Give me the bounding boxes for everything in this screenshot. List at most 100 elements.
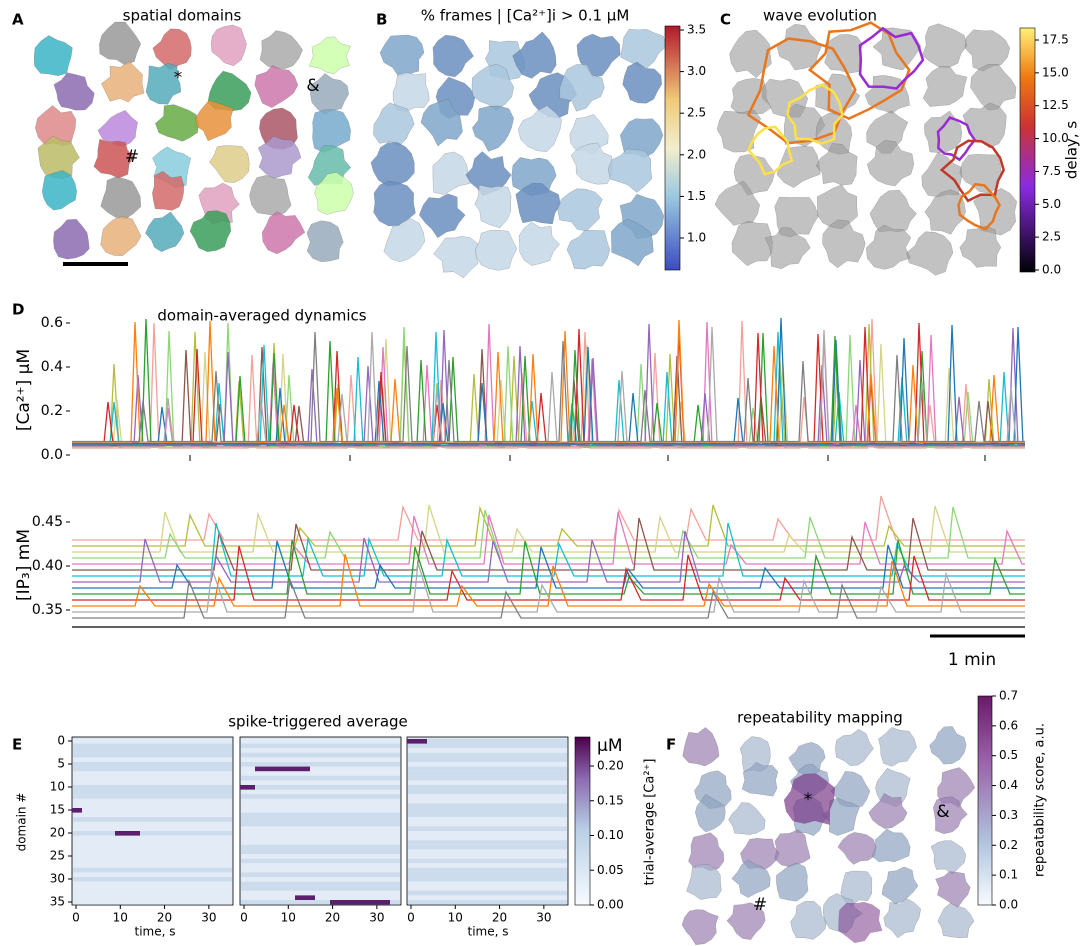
hot-cell xyxy=(783,773,836,825)
heatmap-row xyxy=(241,858,400,864)
cell-image xyxy=(100,176,142,220)
colorbar-tick-label: 2.5 xyxy=(1042,230,1061,244)
heatmap-row xyxy=(408,780,567,785)
cell-image xyxy=(145,211,185,252)
heatmap-row xyxy=(241,831,400,836)
cell-image xyxy=(152,28,192,71)
heatmap-row xyxy=(408,817,567,822)
cell-image xyxy=(249,175,292,216)
wave-contour xyxy=(858,26,925,90)
y-tick-label: 0.4 xyxy=(41,359,63,375)
cell-image xyxy=(933,796,968,834)
heatmap-row xyxy=(73,748,232,753)
y-tick-label: 0.0 xyxy=(41,447,63,463)
heatmap-row xyxy=(408,900,567,905)
y-tick-label: 5 xyxy=(57,757,65,771)
colorbar-tick-label: 15.0 xyxy=(1042,65,1069,79)
y-tick-label: 0.45 xyxy=(32,514,63,530)
wave-contour xyxy=(936,116,977,162)
trace xyxy=(72,495,1025,541)
cell-image xyxy=(100,216,142,256)
heatmap-row xyxy=(73,881,232,887)
y-tick-label: 0 xyxy=(57,734,65,748)
x-tick-label: 20 xyxy=(325,911,340,925)
heatmap-row xyxy=(73,752,232,758)
heatmap-row xyxy=(241,785,400,790)
colorbar-label: delay, s xyxy=(1063,121,1081,180)
heatmap-row xyxy=(408,886,567,891)
cell-image xyxy=(930,840,967,875)
colorbar-tick-label: 0.20 xyxy=(597,759,624,773)
heatmap-row xyxy=(73,808,232,813)
trace xyxy=(72,506,1025,559)
cell-image xyxy=(392,72,430,113)
cell-image xyxy=(686,864,722,900)
colorbar-tick-label: 0.1 xyxy=(999,868,1018,882)
heatmap-row xyxy=(73,821,232,827)
cell-image xyxy=(515,182,561,225)
cell-image xyxy=(566,229,611,270)
marker: # xyxy=(753,895,767,915)
cell-image xyxy=(906,231,954,276)
heatmap-row xyxy=(73,743,232,749)
cell-image xyxy=(776,862,809,902)
heatmap-row xyxy=(408,771,567,776)
colorbar-tick-label: 0.6 xyxy=(999,718,1018,732)
cell-image xyxy=(310,73,349,115)
cell-image xyxy=(682,727,720,767)
x-tick-label: 30 xyxy=(369,911,384,925)
trace xyxy=(72,326,1025,443)
cell-image xyxy=(935,871,971,909)
heatmap-row xyxy=(73,789,232,795)
heatmap-row xyxy=(408,890,567,896)
cell-image xyxy=(924,110,963,153)
heatmap-row xyxy=(73,794,232,799)
cell-image xyxy=(681,909,719,946)
cell-image xyxy=(774,829,811,868)
y-tick-label: 0.2 xyxy=(41,403,63,419)
cell-image xyxy=(871,828,911,863)
cell-image xyxy=(726,902,766,940)
colorbar-tick-label: 12.5 xyxy=(1042,98,1069,112)
x-tick-label: 30 xyxy=(201,911,216,925)
cell-image xyxy=(835,729,874,766)
colorbar-tick-label: 2.5 xyxy=(687,106,706,120)
heatmap-row xyxy=(73,835,232,841)
cell-image xyxy=(432,151,471,195)
trace xyxy=(72,577,1025,619)
y-tick-label: 0.35 xyxy=(32,602,63,618)
cell-image xyxy=(373,102,415,146)
y-tick-label: 0.6 xyxy=(41,315,63,331)
cell-image xyxy=(420,98,463,147)
y-tick-label: 20 xyxy=(50,826,65,840)
heatmap-row xyxy=(408,743,567,749)
x-tick-label: 0 xyxy=(407,911,415,925)
cell-image xyxy=(837,832,877,865)
panel-title: spatial domains xyxy=(123,7,242,25)
cell-image xyxy=(840,870,873,907)
heatmap-row xyxy=(73,900,232,905)
cell-image xyxy=(731,859,771,898)
cell-image xyxy=(716,109,762,153)
cell-image xyxy=(53,72,95,111)
heatmap-row xyxy=(241,817,400,822)
y-tick-label: 30 xyxy=(50,872,65,886)
heatmap-row xyxy=(73,780,232,785)
x-tick-label: 30 xyxy=(536,911,551,925)
panel-title: % frames | [Ca²⁺]i > 0.1 µM xyxy=(421,7,630,25)
trace xyxy=(72,517,1025,571)
trace xyxy=(72,530,1025,583)
trace xyxy=(72,331,1025,443)
y-tick-label: 25 xyxy=(50,849,65,863)
heatmap-row xyxy=(241,798,400,804)
heatmap-row xyxy=(241,775,400,781)
heatmap-row xyxy=(241,900,400,905)
heatmap-row xyxy=(408,739,567,744)
heatmap-hot xyxy=(295,895,315,900)
heatmap-row xyxy=(408,844,567,850)
cell-image xyxy=(815,143,858,186)
y-tick-label: 10 xyxy=(50,780,65,794)
cell-image xyxy=(924,189,966,235)
heatmap-row xyxy=(241,872,400,877)
